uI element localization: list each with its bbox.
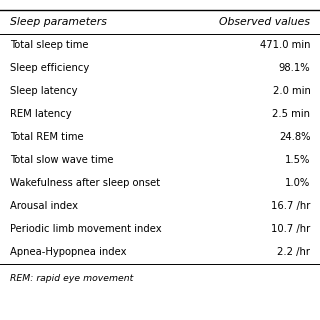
Text: Periodic limb movement index: Periodic limb movement index — [10, 224, 161, 235]
Text: 24.8%: 24.8% — [279, 132, 310, 142]
Text: Total REM time: Total REM time — [10, 132, 83, 142]
Text: Wakefulness after sleep onset: Wakefulness after sleep onset — [10, 178, 160, 188]
Text: REM: rapid eye movement: REM: rapid eye movement — [10, 274, 133, 283]
Text: 471.0 min: 471.0 min — [260, 40, 310, 50]
Text: 10.7 /hr: 10.7 /hr — [271, 224, 310, 235]
Text: 2.0 min: 2.0 min — [273, 86, 310, 96]
Text: 98.1%: 98.1% — [279, 63, 310, 73]
Text: Observed values: Observed values — [220, 17, 310, 27]
Text: 2.2 /hr: 2.2 /hr — [277, 247, 310, 258]
Text: 1.5%: 1.5% — [285, 155, 310, 165]
Text: 16.7 /hr: 16.7 /hr — [271, 201, 310, 212]
Text: Sleep parameters: Sleep parameters — [10, 17, 107, 27]
Text: Sleep efficiency: Sleep efficiency — [10, 63, 89, 73]
Text: Arousal index: Arousal index — [10, 201, 77, 212]
Text: REM latency: REM latency — [10, 109, 71, 119]
Text: 2.5 min: 2.5 min — [272, 109, 310, 119]
Text: Total sleep time: Total sleep time — [10, 40, 88, 50]
Text: 1.0%: 1.0% — [285, 178, 310, 188]
Text: Sleep latency: Sleep latency — [10, 86, 77, 96]
Text: Apnea-Hypopnea index: Apnea-Hypopnea index — [10, 247, 126, 258]
Text: Total slow wave time: Total slow wave time — [10, 155, 113, 165]
